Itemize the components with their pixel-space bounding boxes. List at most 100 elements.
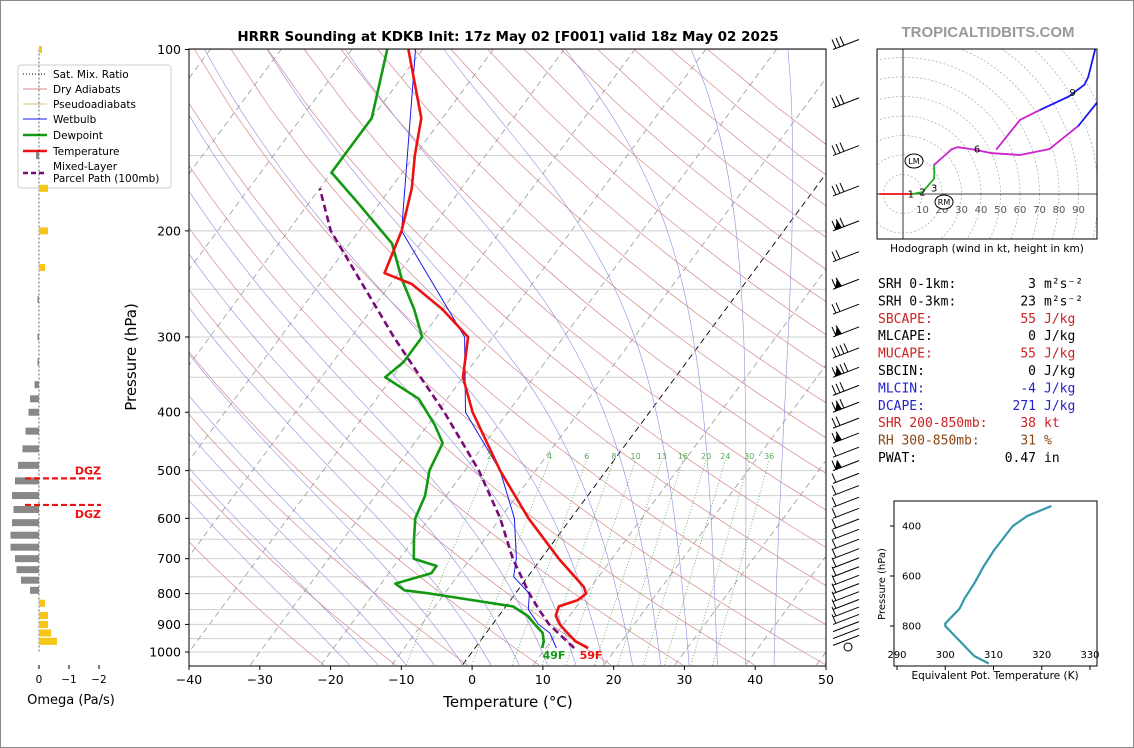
- wind-barb: [831, 599, 860, 610]
- wind-barb-staff: [832, 303, 860, 315]
- index-unit: in: [1044, 451, 1060, 466]
- index-value: 23: [1020, 294, 1036, 309]
- wind-barb: [831, 574, 860, 586]
- wind-barb: [831, 94, 860, 109]
- isotherm-line: [189, 49, 494, 462]
- wind-barb-feather: [839, 142, 845, 152]
- skewt-xtick-label: −40: [176, 672, 202, 687]
- wind-barb: [832, 634, 860, 646]
- wind-barb-pennant: [835, 432, 842, 443]
- hodo-lm-label: LM: [908, 157, 919, 166]
- omega-bar: [15, 477, 39, 485]
- omega-bar: [39, 599, 45, 607]
- wind-barb: [831, 613, 860, 625]
- wind-barb-feather: [831, 185, 837, 196]
- indices-table: SRH 0-1km: 3 m²s⁻² SRH 0-3km: 23 m²s⁻² SBCAPE:…: [878, 277, 1083, 466]
- wind-barb-feather: [831, 591, 837, 601]
- wind-barb-feather: [831, 508, 837, 518]
- index-label: SHR 200-850mb:: [878, 416, 988, 431]
- index-value: 3: [1028, 277, 1036, 292]
- skewt-ytick-label: 900: [157, 617, 181, 632]
- hodo-segment: [1019, 109, 1041, 121]
- theta-e-ytick-label: 400: [902, 522, 921, 533]
- index-row: SRH 0-3km: 23 m²s⁻²: [878, 294, 1083, 309]
- index-value: 0.47: [1005, 451, 1036, 466]
- hodo-segment: [995, 119, 1021, 151]
- wind-barb-feather: [831, 529, 837, 539]
- moist-adiabat-line: [189, 253, 520, 665]
- hodo-ring-label: 50: [994, 205, 1007, 216]
- mixing-ratio-line: [511, 459, 588, 665]
- mixing-ratio-label: 10: [631, 452, 641, 461]
- index-value: -4: [1020, 381, 1036, 396]
- dry-adiabat-line: [189, 413, 468, 666]
- wind-barb: [831, 548, 860, 560]
- index-unit: m²s⁻²: [1044, 277, 1083, 292]
- index-value: 31: [1020, 434, 1036, 449]
- omega-panel: DGZ DGZ 0 −1 −2: [10, 46, 107, 686]
- legend-wetbulb: Wetbulb: [53, 114, 97, 126]
- dry-adiabat-line: [189, 102, 826, 666]
- hodo-lm-marker: [904, 153, 924, 169]
- index-unit: J/kg: [1044, 347, 1075, 362]
- wind-barb: [831, 446, 860, 458]
- legend-parcel-line2: Parcel Path (100mb): [53, 173, 159, 185]
- index-unit: J/kg: [1044, 381, 1075, 396]
- wind-barb-staff: [832, 446, 860, 458]
- wind-barb: [832, 621, 860, 633]
- wind-barb-feather: [831, 145, 837, 155]
- skewt-xtick-label: −30: [247, 672, 273, 687]
- skewt-ytick-label: 300: [157, 329, 181, 344]
- mixing-ratio-line: [642, 459, 707, 665]
- hodo-segment: [1048, 124, 1080, 151]
- index-row: SBCIN: 0 J/kg: [878, 364, 1075, 379]
- omega-xtick-label: 0: [36, 674, 43, 686]
- omega-bar: [13, 505, 39, 513]
- omega-bar: [15, 555, 39, 563]
- isotherm-line: [462, 172, 826, 666]
- wind-barb-pennant: [835, 459, 842, 470]
- wind-barb-staff: [832, 145, 860, 157]
- index-row: SHR 200-850mb: 38 kt: [878, 416, 1060, 431]
- mixing-ratio-line: [594, 459, 663, 665]
- index-label: RH 300-850mb:: [878, 434, 980, 449]
- wind-barb-feather: [831, 548, 837, 558]
- hodograph-panel: 10 20 30 40 50 60 70 80 90 1 2 3 6 9 LM RM: [876, 48, 1098, 240]
- hodo-ring-label: 70: [1033, 205, 1046, 216]
- skewt-xtick-label: 20: [606, 672, 622, 687]
- wind-barb-feather: [835, 143, 841, 154]
- omega-bar: [10, 543, 39, 551]
- chart-title: HRRR Sounding at KDKB Init: 17z May 02 […: [237, 29, 778, 45]
- skewt-ytick-label: 1000: [149, 645, 181, 660]
- moist-adiabat-line: [189, 114, 577, 665]
- omega-bar: [39, 227, 48, 235]
- omega-bar: [21, 576, 39, 584]
- index-label: PWAT:: [878, 451, 917, 466]
- moist-adiabat-line: [443, 49, 690, 665]
- hodo-segment: [1038, 95, 1070, 112]
- wind-barb-feather: [839, 217, 845, 228]
- moist-adiabat-line: [690, 49, 747, 665]
- legend-pseudo: Pseudoadiabats: [53, 99, 136, 111]
- wind-barb: [831, 459, 860, 472]
- wind-barb-feather: [835, 37, 841, 48]
- wind-barb-feather: [835, 416, 841, 426]
- hodograph-caption: Hodograph (wind in kt, height in km): [890, 243, 1084, 255]
- wind-barb-feather: [831, 599, 837, 609]
- wind-barb-staff: [832, 518, 860, 530]
- hodo-segment: [1019, 148, 1051, 156]
- theta-e-ytick-label: 600: [902, 572, 921, 583]
- wind-barb-pennant: [835, 219, 842, 230]
- skewt-xlabel: Temperature (°C): [442, 693, 572, 711]
- omega-bar: [28, 408, 39, 416]
- index-row: SBCAPE: 55 J/kg: [878, 312, 1075, 327]
- wind-barb: [831, 591, 860, 603]
- omega-bar: [30, 395, 39, 403]
- mixing-ratio-label: 6: [584, 452, 589, 461]
- moist-adiabat-line: [189, 395, 435, 665]
- omega-bar: [16, 566, 39, 574]
- wind-barb: [831, 343, 860, 359]
- dry-adiabat-line: [340, 49, 826, 474]
- skewt-ytick-label: 600: [157, 511, 181, 526]
